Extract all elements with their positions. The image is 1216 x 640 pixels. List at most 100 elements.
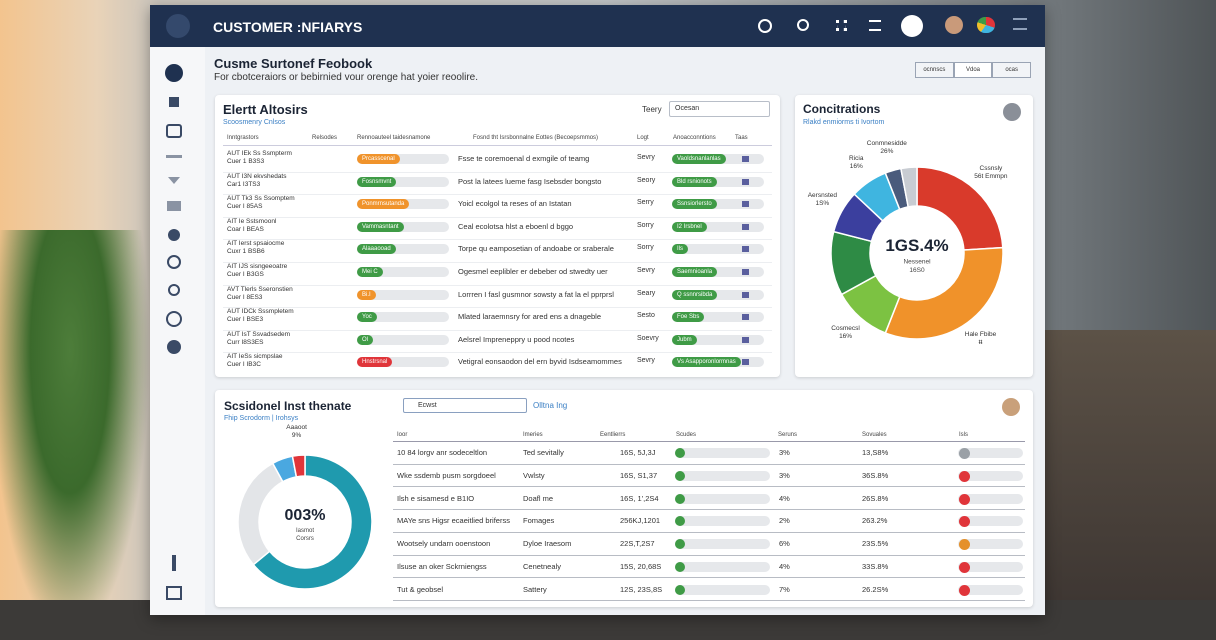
donut-segment (291, 454, 306, 478)
row-type: Ted sevitally (523, 448, 564, 458)
list-button[interactable] (869, 20, 881, 31)
action-icon[interactable] (959, 539, 970, 551)
info-button[interactable] (1003, 103, 1021, 121)
column-header: Imeries (523, 432, 543, 438)
nav-icon[interactable] (168, 229, 180, 241)
icon-button[interactable] (758, 19, 772, 33)
flag-icon (742, 269, 749, 275)
action-icon[interactable] (959, 471, 970, 483)
flag-icon (742, 336, 749, 343)
row-severity: Soevry (637, 334, 659, 342)
row-id: Cuer I BSE3 (227, 316, 264, 324)
row-divider (393, 554, 1025, 556)
row-share: 6% (779, 539, 790, 549)
nav-icon[interactable] (167, 340, 181, 354)
row-severity: Seory (637, 176, 656, 184)
tag-track (357, 267, 449, 277)
row-severity: Sorry (637, 221, 654, 229)
page-title: Cusme Surtonef Feobook (214, 56, 373, 71)
nav-icon[interactable] (166, 586, 182, 600)
action-icon[interactable] (959, 493, 970, 505)
row-divider (223, 284, 772, 286)
header-button[interactable]: Vdoa (953, 62, 993, 78)
tag-pill: Bi.I (357, 289, 376, 300)
column-header: Taas (735, 135, 748, 141)
row-name: MAYe sns Higsr ecaeitlied briferss (397, 516, 510, 526)
row-text: Fsse te coremoenal d exmgile of teamg (458, 154, 590, 163)
row-severity: Sesto (637, 312, 655, 320)
flag-icon (742, 291, 749, 298)
row-divider (393, 509, 1025, 511)
row-code: 256KJ,1201 (620, 516, 661, 526)
segment-label: Ricia 16% (849, 154, 864, 170)
status-track (675, 471, 770, 482)
avatar[interactable] (1002, 398, 1020, 416)
nav-icon[interactable] (166, 155, 182, 158)
row-name: Tut & geobsel (397, 584, 443, 594)
row-divider (223, 171, 772, 173)
filter-dropdown[interactable]: Ocesan (669, 101, 770, 117)
row-text: Ogesmel eeplibler er debeber od stwedty … (458, 267, 608, 276)
row-id: Cuxr 1 BSB6 (227, 248, 265, 256)
status-track (672, 199, 764, 210)
action-icon[interactable] (959, 584, 970, 596)
row-id: Cuer I IB3C (227, 361, 261, 369)
header-button[interactable]: ocnnscs (915, 62, 954, 78)
filter-link[interactable]: Olltna Ing (533, 401, 568, 410)
row-severity: Sevry (637, 154, 655, 161)
column-header: Ioor (397, 432, 408, 438)
column-header: Relsodes (312, 135, 338, 141)
nav-icon[interactable] (168, 177, 180, 184)
apps-button[interactable] (977, 17, 995, 33)
nav-icon[interactable] (169, 97, 179, 107)
status-pill: Saemnioanla (672, 267, 718, 277)
flag-icon (742, 246, 749, 253)
column-header: Eentlierrs (600, 432, 626, 438)
action-icon[interactable] (959, 448, 970, 460)
row-text: Post la latees lueme fasg Isebsder bongs… (458, 176, 602, 186)
nav-icon[interactable] (165, 64, 183, 82)
row-code: 16S, S1,37 (620, 471, 658, 481)
row-name: AIT Ierst spsaiocme (227, 240, 285, 248)
dropdown-value: Ecwst (418, 402, 437, 409)
panel-title: Elertt Altosirs (223, 102, 308, 117)
status-pill: Jubm (672, 334, 697, 345)
row-score: 13,S8% (862, 448, 889, 458)
avatar[interactable] (945, 16, 963, 34)
status-pill: Foe Sbs (672, 312, 705, 323)
nav-icon[interactable] (166, 311, 182, 327)
center-value: 1GS.4% (885, 236, 948, 255)
grid-button[interactable] (836, 20, 847, 31)
filter-dropdown[interactable]: Ecwst (403, 398, 527, 413)
row-code: 15S, 20,68S (620, 561, 662, 571)
nav-icon[interactable] (166, 124, 182, 138)
action-icon[interactable] (959, 561, 970, 573)
nav-icon[interactable] (172, 555, 176, 571)
row-name: AUT IsT Ssvadsedem (227, 330, 290, 338)
row-divider (223, 194, 772, 196)
more-button[interactable] (1013, 18, 1027, 30)
settings-button[interactable] (901, 15, 923, 37)
row-share: 2% (779, 516, 790, 526)
row-score: 33S.8% (862, 561, 889, 571)
row-name: AIT Ie Sstsmoonl (227, 217, 277, 225)
search-button[interactable] (797, 19, 809, 31)
action-icon[interactable] (959, 516, 970, 528)
center-value: 003% (285, 507, 326, 524)
status-track (672, 289, 764, 300)
nav-icon[interactable] (168, 284, 180, 296)
column-header: Sovuales (862, 432, 887, 438)
action-track (958, 471, 1023, 482)
nav-icon[interactable] (167, 201, 181, 211)
row-id: Cuer I 85AS (227, 203, 263, 211)
header-button[interactable]: ocas (992, 62, 1032, 78)
tag-pill: Alaaaooad (357, 244, 396, 255)
status-icon (675, 471, 685, 482)
menu-button[interactable] (166, 14, 190, 38)
nav-icon[interactable] (167, 255, 181, 269)
column-header: Anoacconntions (673, 135, 716, 141)
row-name: AUT IEk Ss Ssmpterm (227, 150, 292, 157)
sidebar (150, 47, 205, 615)
row-code: 16S, 5J,3J (620, 448, 656, 458)
